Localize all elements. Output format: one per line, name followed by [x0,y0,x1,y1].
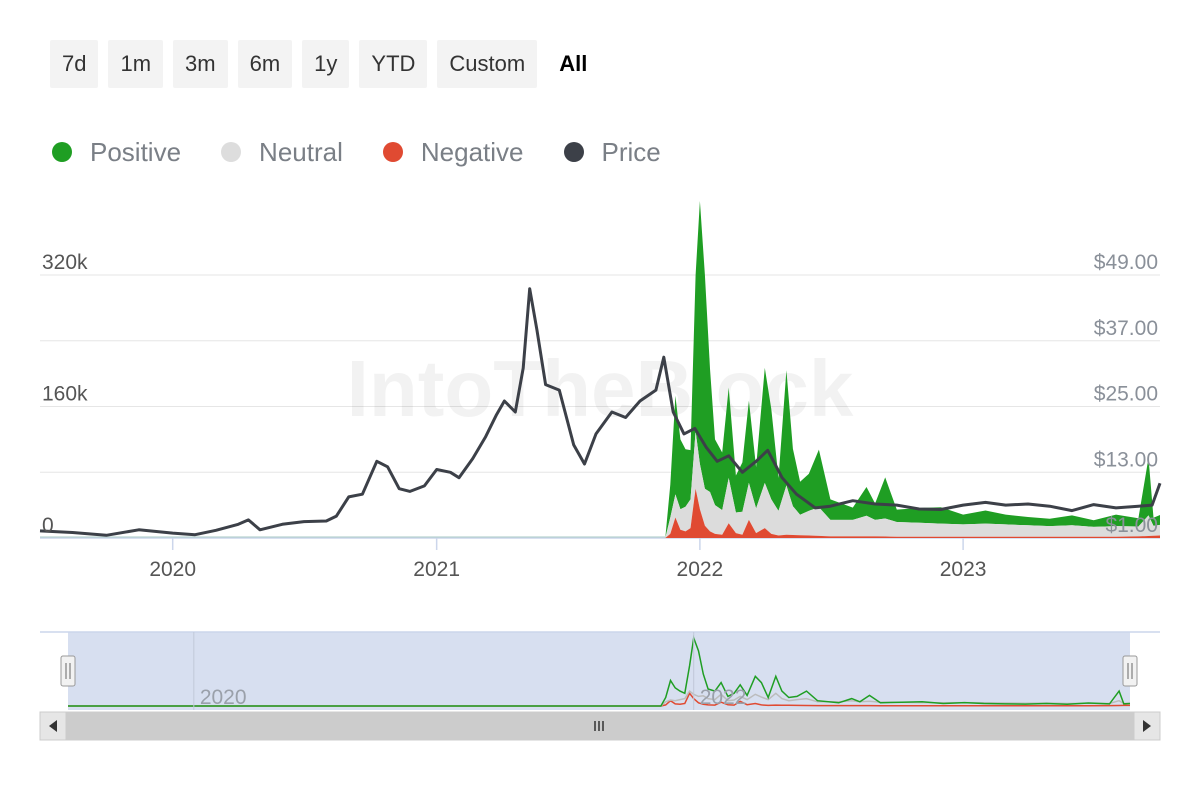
legend-label: Negative [420,136,524,167]
left-axis-tick-label: 320k [42,251,88,274]
chart-legend: Positive Neutral Negative Price [52,132,661,172]
x-axis-tick-label: 2020 [149,558,196,581]
left-axis-tick-label: 0 [42,514,54,537]
legend-marker-icon [382,142,403,162]
scrollbar-thumb[interactable] [65,711,1135,741]
range-button-3m[interactable]: 3m [173,40,228,88]
x-axis-tick-label: 2022 [677,558,724,581]
navigator-left-handle[interactable] [60,655,76,687]
left-axis-tick-label: 160k [42,383,88,406]
legend-label: Neutral [259,136,343,167]
handle-body [60,655,76,687]
range-button-6m[interactable]: 6m [237,40,293,88]
handle-body [1122,655,1138,687]
range-button-1m[interactable]: 1m [108,40,164,88]
price-line [39,287,1162,537]
area-neutral [40,431,1160,538]
right-axis-tick-label: $49.00 [1094,251,1158,274]
legend-item-negative[interactable]: Negative [382,136,524,168]
legend-marker-icon [52,142,72,162]
right-axis-tick-label: $1.00 [1105,514,1158,537]
legend-marker-icon [221,142,242,162]
navigator-selection [68,632,1130,710]
right-axis-tick-label: $37.00 [1094,317,1158,340]
price-series-line [39,287,1162,537]
navigator-line-negative [68,691,1130,707]
legend-marker-icon [563,142,584,162]
navigator-line-positive [68,635,1131,707]
legend-item-positive[interactable]: Positive [52,137,181,168]
axes: 0 160k 320k $1.00 $13.00 $25.00 $37.00 $49.00 20… [42,251,1158,581]
navigator-line-neutral [68,690,1131,707]
range-button-all[interactable]: All [559,51,588,76]
arrow-left-icon [49,720,57,732]
legend-item-neutral[interactable]: Neutral [221,137,343,168]
legend-item-price[interactable]: Price [563,136,661,168]
navigator-tick-label: 2022 [700,686,747,709]
arrow-right-icon [1143,720,1151,732]
range-button-1y[interactable]: 1y [302,40,350,88]
right-axis-tick-label: $25.00 [1094,383,1158,406]
x-axis-tick-label: 2021 [413,558,460,581]
navigator[interactable]: 2020 2022 [39,631,1161,741]
range-button-custom[interactable]: Custom [437,40,538,88]
x-axis-tick-label: 2023 [940,558,987,581]
time-range-selector: 7d 1m 3m 6m 1y YTD Custom All [50,40,599,88]
range-button-ytd[interactable]: YTD [359,40,428,88]
right-axis-tick-label: $13.00 [1094,448,1158,471]
watermark: IntoTheBlock [347,344,854,433]
navigator-tick-label: 2020 [200,686,247,709]
legend-label: Positive [90,136,182,167]
legend-label: Price [601,136,661,167]
range-button-7d[interactable]: 7d [50,40,99,88]
navigator-right-handle[interactable] [1122,655,1138,687]
sentiment-areas [40,201,1160,538]
